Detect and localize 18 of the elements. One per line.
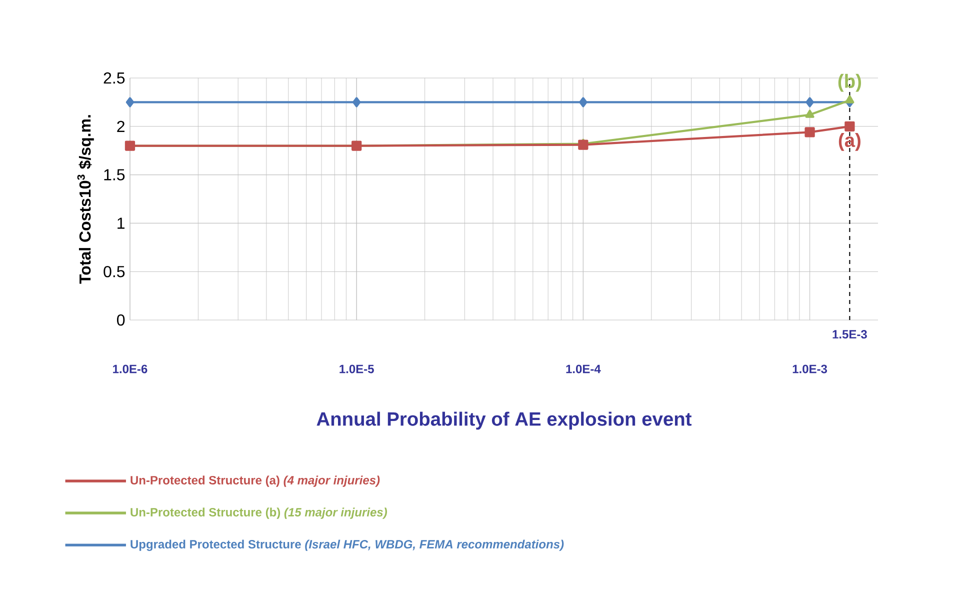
annotation: (a) — [838, 132, 860, 151]
x-tick-label: 1.0E-5 — [340, 364, 374, 374]
y-axis-title: Total Costs10$^{3}$ $/sq.m. — [77, 115, 94, 284]
y-tick-label: 0 — [117, 314, 125, 326]
ref-line-label: 1.5E-3 — [832, 330, 867, 339]
x-axis-title: Annual Probability of AE explosion event — [316, 412, 692, 430]
y-tick-label: 0.5 — [104, 266, 125, 278]
x-tick-label: 1.0E-3 — [792, 364, 828, 374]
y-tick-label: 2.5 — [104, 72, 125, 84]
y-tick-label: 1 — [118, 218, 124, 229]
annotation: (b) — [838, 74, 861, 92]
text: Un-Protected Structure (b) (15 major injuries) — [130, 508, 387, 519]
x-tick-label: 1.0E-4 — [566, 364, 601, 374]
x-tick-label: 1.0E-6 — [113, 364, 148, 374]
text: Un-Protected Structure (a) (4 major injuries) — [130, 476, 380, 487]
y-tick-label: 1.5 — [104, 169, 125, 180]
y-tick-label: 2 — [117, 120, 124, 132]
text: Upgraded Protected Structure (Israel HFC, WBDG, FEMA recommendations) — [130, 540, 564, 551]
